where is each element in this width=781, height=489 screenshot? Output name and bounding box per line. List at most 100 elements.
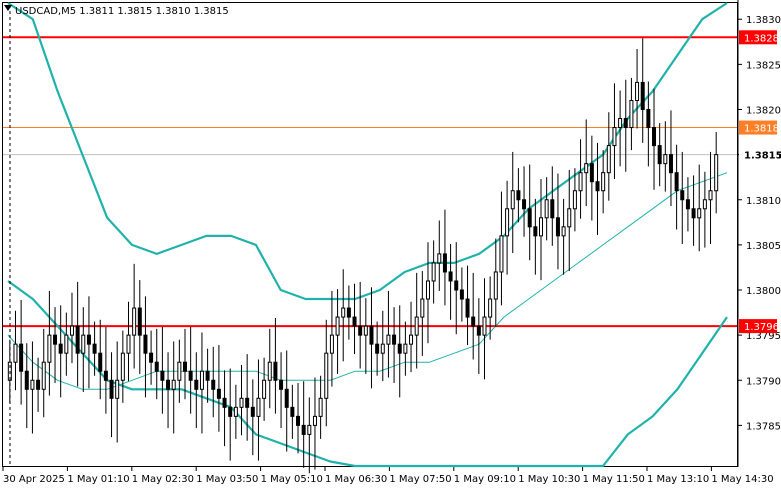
candle-body: [98, 352, 103, 372]
horizontal-levels[interactable]: [3, 36, 737, 328]
candle-body: [550, 199, 555, 219]
candle-body: [533, 226, 538, 237]
candle-body: [403, 343, 408, 354]
candle-body: [674, 172, 679, 192]
price-tag-label: 1.3815: [744, 151, 781, 162]
candle-body: [290, 406, 295, 417]
candle-body: [612, 127, 617, 147]
candle-body: [555, 217, 560, 237]
price-tick-label: 1.3820: [746, 105, 781, 116]
candle-body: [205, 370, 210, 381]
candle-body: [329, 334, 334, 354]
candle-body: [702, 199, 707, 210]
candle-body: [267, 361, 272, 381]
collapse-arrow-icon[interactable]: [4, 5, 12, 11]
candle-body: [143, 334, 148, 354]
candle-body: [166, 379, 171, 390]
candle-body: [58, 343, 63, 354]
candle-body: [53, 334, 58, 345]
price-axis: 1.38301.38251.38201.38151.38101.38051.38…: [738, 15, 781, 432]
candle-body: [510, 190, 515, 210]
candle-body: [256, 397, 261, 417]
candle-body: [680, 190, 685, 201]
candle-body: [459, 289, 464, 300]
price-tick-label: 1.3785: [746, 421, 781, 432]
candle-body: [335, 316, 340, 336]
candle-body: [601, 172, 606, 192]
candle-body: [629, 99, 634, 129]
candle-body: [19, 343, 24, 372]
time-tick-label: 1 May 03:50: [196, 474, 258, 485]
candle-body: [448, 271, 453, 282]
candle-body: [137, 307, 142, 336]
candle-body: [115, 379, 120, 399]
price-tag-box: [739, 30, 777, 45]
candle-body: [363, 325, 368, 336]
candle-body: [714, 154, 719, 192]
price-tag-box: [739, 120, 777, 135]
candle-body: [493, 271, 498, 300]
candle-body: [386, 334, 391, 345]
candle-body: [668, 154, 673, 174]
candle-body: [465, 298, 470, 318]
candle-body: [595, 181, 600, 192]
time-tick-label: 1 May 13:10: [647, 474, 709, 485]
candle-body: [697, 208, 702, 219]
moving-average-line: [7, 172, 728, 390]
price-tick-label: 1.3830: [746, 15, 781, 26]
candle-body: [358, 325, 363, 336]
price-tick-label: 1.3790: [746, 376, 781, 387]
candle-body: [708, 190, 713, 201]
candle-body: [369, 325, 374, 345]
candle-body: [301, 424, 306, 435]
bollinger-lower-band: [7, 280, 728, 468]
candle-body: [561, 226, 566, 237]
price-tick-label: 1.3810: [746, 196, 781, 207]
candle-body: [273, 361, 278, 381]
time-tick-label: 30 Apr 2025: [3, 474, 65, 485]
candle-body: [425, 280, 430, 300]
candle-body: [397, 343, 402, 354]
candle-body: [188, 370, 193, 381]
candle-body: [41, 361, 46, 390]
candle-body: [296, 415, 301, 426]
price-tick-label: 1.3825: [746, 60, 781, 71]
candle-body: [431, 262, 436, 282]
candle-body: [691, 208, 696, 219]
candle-body: [318, 397, 323, 417]
candle-body: [482, 316, 487, 336]
candle-body: [437, 253, 442, 264]
candle-body: [324, 352, 329, 399]
candle-body: [618, 118, 623, 129]
time-tick-label: 1 May 05:10: [261, 474, 323, 485]
price-tag-label: 1.3796: [744, 322, 779, 333]
candle-body: [606, 145, 611, 174]
candle-body: [222, 397, 227, 408]
candle-body: [623, 118, 628, 129]
candle-body: [522, 199, 527, 210]
candle-body: [476, 325, 481, 336]
candle-body: [499, 235, 504, 273]
candle-body: [685, 199, 690, 210]
candle-body: [211, 379, 216, 390]
price-tag-box: [739, 319, 777, 334]
candle-body: [13, 343, 18, 363]
candle-body: [284, 388, 289, 408]
candle-body: [92, 343, 97, 354]
candle-body: [420, 298, 425, 318]
time-tick-label: 1 May 01:10: [67, 474, 129, 485]
candle-body: [442, 253, 447, 273]
time-tick-label: 1 May 07:50: [389, 474, 451, 485]
candle-body: [505, 208, 510, 237]
candle-body: [154, 361, 159, 372]
candle-body: [36, 379, 41, 390]
candle-body: [199, 370, 204, 390]
candle-body: [233, 406, 238, 417]
candle-body: [81, 334, 86, 354]
candle-body: [375, 343, 380, 354]
candle-body: [126, 334, 131, 354]
candle-body: [392, 334, 397, 345]
candle-body: [228, 406, 233, 417]
candle-body: [183, 361, 187, 372]
